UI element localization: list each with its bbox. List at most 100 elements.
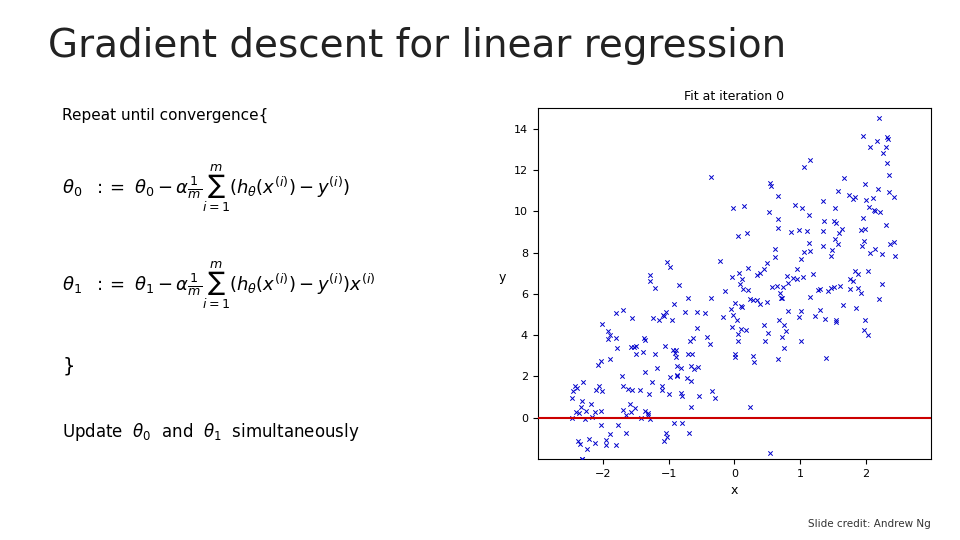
Point <box>642 271 658 279</box>
Point <box>613 482 629 490</box>
Point <box>732 280 748 288</box>
Point <box>855 214 871 222</box>
Point <box>661 389 677 398</box>
Point <box>593 407 609 415</box>
Point <box>860 331 876 340</box>
Point <box>659 428 674 437</box>
Point <box>767 245 782 253</box>
Point <box>793 307 808 315</box>
Point <box>565 480 581 489</box>
Point <box>801 211 816 220</box>
Point <box>731 232 746 241</box>
Point <box>644 378 660 387</box>
Point <box>855 132 871 140</box>
Point <box>874 279 889 288</box>
Point <box>681 293 696 302</box>
Point <box>887 252 902 260</box>
Point <box>759 258 775 267</box>
Point <box>634 414 649 422</box>
Point <box>734 285 750 294</box>
Point <box>733 325 749 334</box>
Point <box>831 228 847 237</box>
Point <box>851 284 866 292</box>
Point <box>849 303 864 312</box>
Point <box>728 350 743 359</box>
Point <box>777 343 792 352</box>
Point <box>575 397 590 406</box>
Point <box>767 253 782 262</box>
Point <box>858 195 874 204</box>
Point <box>691 392 707 400</box>
Point <box>570 437 586 445</box>
Point <box>879 133 895 142</box>
Point <box>851 269 866 278</box>
Point <box>705 387 720 395</box>
Point <box>689 324 705 333</box>
Point <box>601 335 616 343</box>
Point <box>847 192 862 201</box>
Point <box>620 384 636 393</box>
Point <box>608 441 623 449</box>
Point <box>669 372 684 380</box>
Point <box>758 298 774 306</box>
Point <box>856 326 872 334</box>
Point <box>588 439 603 448</box>
Text: $\theta_1\ \ :=\ \theta_1 - \alpha \frac{1}{m} \sum_{i=1}^{m} (h_\theta(x^{(i)}): $\theta_1\ \ :=\ \theta_1 - \alpha \frac… <box>62 259 375 311</box>
Point <box>861 202 876 211</box>
Point <box>826 217 841 225</box>
Point <box>684 403 699 411</box>
Point <box>812 285 828 293</box>
Point <box>574 455 589 463</box>
Point <box>618 410 634 419</box>
Point <box>797 163 812 171</box>
Point <box>650 364 665 373</box>
Point <box>682 337 697 346</box>
Point <box>628 350 643 359</box>
Point <box>647 284 662 292</box>
Point <box>654 386 669 394</box>
Point <box>574 454 589 463</box>
Point <box>772 315 787 324</box>
Point <box>870 185 885 193</box>
Point <box>700 333 715 341</box>
Point <box>738 326 754 335</box>
Point <box>728 299 743 308</box>
Point <box>677 307 692 316</box>
Point <box>886 193 901 201</box>
Point <box>627 343 642 352</box>
Point <box>857 180 873 188</box>
Point <box>637 407 653 415</box>
Point <box>816 227 831 235</box>
Point <box>568 408 584 416</box>
Point <box>602 429 617 438</box>
Point <box>756 265 772 273</box>
Point <box>775 294 790 302</box>
Point <box>757 337 773 346</box>
Point <box>703 172 718 181</box>
Point <box>824 252 839 260</box>
Point <box>690 362 706 371</box>
Point <box>600 327 615 335</box>
Point <box>763 182 779 191</box>
Point <box>609 333 624 342</box>
Point <box>752 300 767 308</box>
Point <box>791 313 806 321</box>
Point <box>621 491 636 500</box>
Text: Repeat until convergence{: Repeat until convergence{ <box>62 108 269 123</box>
Point <box>750 296 765 305</box>
Point <box>623 342 638 351</box>
Point <box>602 354 617 363</box>
Point <box>820 286 835 295</box>
Point <box>860 267 876 275</box>
Point <box>726 204 741 213</box>
Point <box>640 411 656 420</box>
Point <box>842 275 857 284</box>
Point <box>725 310 740 319</box>
Point <box>857 224 873 233</box>
Point <box>564 393 580 402</box>
Point <box>853 289 869 298</box>
Point <box>624 386 639 394</box>
Point <box>803 156 818 165</box>
Point <box>871 114 886 123</box>
Point <box>790 275 805 284</box>
